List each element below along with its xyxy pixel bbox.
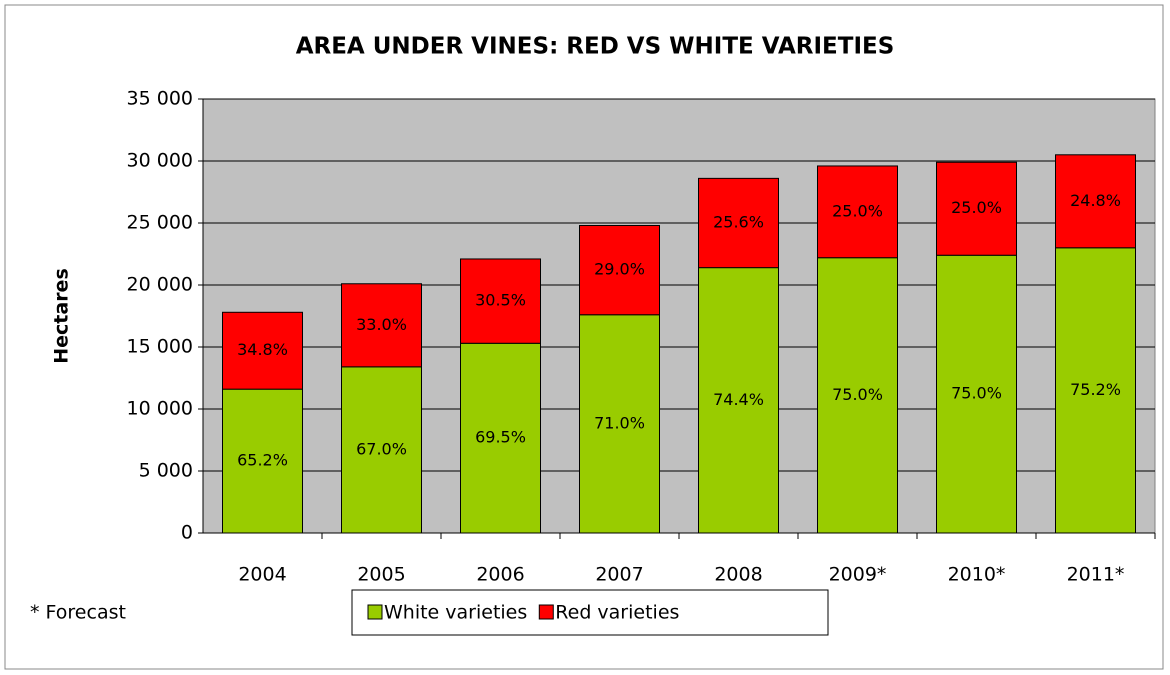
bar-segment <box>341 283 422 368</box>
bar-segment <box>460 258 541 344</box>
data-label: 34.8% <box>237 340 288 359</box>
bar-segment <box>579 314 660 534</box>
data-label: 30.5% <box>475 291 526 310</box>
bar-segment <box>698 177 779 269</box>
chart-title: AREA UNDER VINES: RED VS WHITE VARIETIES <box>296 34 895 60</box>
data-label: 25.0% <box>832 201 883 220</box>
legend-label: White varieties <box>384 602 527 624</box>
legend-swatch <box>367 604 383 620</box>
data-label: 25.6% <box>713 213 764 232</box>
data-label: 75.0% <box>951 384 1002 403</box>
bar-segment <box>1055 154 1136 249</box>
y-tick-label: 0 <box>181 522 193 544</box>
legend-box <box>351 589 829 636</box>
footnote: * Forecast <box>30 602 126 624</box>
data-label: 65.2% <box>237 451 288 470</box>
bar-segment <box>936 254 1017 534</box>
y-tick-label: 15 000 <box>127 336 193 358</box>
bar-segment <box>579 224 660 316</box>
y-tick-label: 5 000 <box>139 460 193 482</box>
data-label: 24.8% <box>1070 191 1121 210</box>
legend-label: Red varieties <box>555 602 679 624</box>
x-tick-label: 2008 <box>714 564 762 586</box>
bar-segment <box>222 311 303 390</box>
bar-segment <box>1055 247 1136 534</box>
bar-segment <box>936 161 1017 256</box>
data-label: 74.4% <box>713 390 764 409</box>
y-tick-label: 20 000 <box>127 274 193 296</box>
bar-segment <box>817 257 898 534</box>
data-label: 33.0% <box>356 315 407 334</box>
legend-swatch <box>538 604 554 620</box>
x-tick-label: 2006 <box>476 564 524 586</box>
x-tick-label: 2010* <box>948 564 1006 586</box>
y-axis-label: Hectares <box>51 268 73 364</box>
data-label: 69.5% <box>475 428 526 447</box>
bar-segment <box>460 342 541 534</box>
y-tick-label: 35 000 <box>127 88 193 110</box>
x-tick-label: 2009* <box>829 564 887 586</box>
y-tick-label: 10 000 <box>127 398 193 420</box>
bar-segment <box>341 366 422 534</box>
data-label: 71.0% <box>594 413 645 432</box>
data-label: 25.0% <box>951 198 1002 217</box>
x-tick-label: 2004 <box>238 564 286 586</box>
bar-segment <box>817 165 898 259</box>
y-tick-label: 25 000 <box>127 212 193 234</box>
x-tick-label: 2007 <box>595 564 643 586</box>
data-label: 75.0% <box>832 385 883 404</box>
x-tick-label: 2011* <box>1067 564 1125 586</box>
data-label: 67.0% <box>356 439 407 458</box>
x-tick-label: 2005 <box>357 564 405 586</box>
y-tick-label: 30 000 <box>127 150 193 172</box>
data-label: 75.2% <box>1070 380 1121 399</box>
data-label: 29.0% <box>594 260 645 279</box>
bar-segment <box>222 388 303 534</box>
